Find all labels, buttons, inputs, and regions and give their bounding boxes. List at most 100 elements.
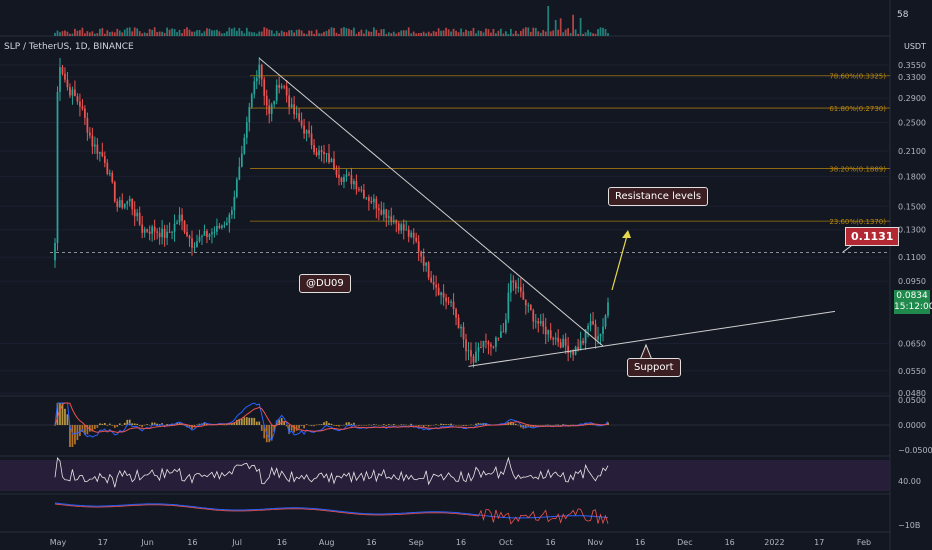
- candle: [505, 319, 507, 332]
- volume-bar: [186, 27, 188, 36]
- volume-bar: [524, 27, 527, 36]
- candle: [475, 351, 477, 363]
- macd-histogram-bar: [524, 425, 527, 429]
- macd-histogram-bar: [111, 425, 114, 426]
- macd-histogram-bar: [76, 425, 79, 441]
- volume-bar: [542, 29, 545, 36]
- macd-axis-tick: 0.0500: [898, 396, 926, 405]
- macd-histogram-bar: [193, 425, 196, 428]
- volume-bar: [91, 31, 94, 36]
- volume-bar: [211, 30, 213, 36]
- candle: [258, 64, 261, 78]
- macd-histogram-bar: [442, 423, 445, 425]
- last-price-value: 0.0834: [896, 291, 928, 301]
- username-callout[interactable]: @DU09: [299, 274, 351, 293]
- macd-histogram-bar: [89, 425, 91, 432]
- macd-histogram-bar: [84, 425, 86, 435]
- candle: [358, 189, 360, 191]
- candle: [567, 345, 570, 354]
- macd-histogram-bar: [69, 425, 71, 447]
- volume-bar: [422, 31, 425, 36]
- macd-histogram-bar: [245, 417, 248, 425]
- volume-bar: [226, 31, 228, 36]
- candle: [417, 241, 420, 252]
- macd-histogram-bar: [136, 423, 139, 425]
- candle: [519, 287, 522, 292]
- candle: [472, 356, 475, 363]
- macd-histogram-bar: [153, 422, 156, 425]
- volume-bar: [98, 28, 101, 36]
- candle: [163, 228, 166, 238]
- rsi-axis-tick: 40.00: [898, 477, 921, 486]
- time-axis-tick: 16: [545, 538, 555, 547]
- volume-bar: [380, 29, 383, 36]
- volume-bar: [462, 32, 465, 36]
- candle: [106, 162, 109, 174]
- candle: [502, 331, 505, 333]
- macd-histogram-bar: [123, 422, 126, 425]
- candle: [226, 223, 228, 226]
- candle: [467, 350, 470, 352]
- macd-histogram-bar: [539, 425, 542, 426]
- candle: [527, 305, 530, 307]
- candle: [432, 281, 435, 285]
- volume-bar: [233, 27, 236, 36]
- volume-bar: [547, 6, 550, 36]
- candle: [557, 337, 560, 343]
- volume-bar: [64, 30, 66, 36]
- volume-bar: [79, 30, 81, 36]
- volume-bar: [437, 28, 440, 36]
- candle: [495, 337, 497, 347]
- time-axis-tick: 17: [98, 538, 108, 547]
- volume-bar: [407, 27, 410, 36]
- volume-bar: [445, 27, 447, 36]
- candle: [360, 189, 363, 191]
- volume-bar: [338, 33, 340, 36]
- macd-histogram-bar: [382, 424, 385, 425]
- macd-histogram-bar: [427, 425, 430, 427]
- macd-histogram-bar: [519, 425, 522, 428]
- candle: [218, 225, 221, 228]
- resistance-callout[interactable]: Resistance levels: [608, 187, 709, 206]
- macd-histogram-bar: [258, 421, 261, 425]
- macd-histogram-bar: [285, 425, 288, 427]
- candle: [407, 229, 410, 237]
- candle: [233, 196, 236, 211]
- candle: [447, 301, 450, 303]
- macd-histogram-bar: [313, 425, 315, 427]
- volume-bar: [363, 33, 365, 36]
- candle: [188, 235, 191, 239]
- candle: [56, 91, 59, 243]
- volume-bar: [265, 28, 268, 36]
- macd-histogram-bar: [101, 423, 104, 425]
- volume-bar: [74, 28, 76, 36]
- volume-bar: [133, 27, 136, 36]
- volume-bar: [395, 33, 398, 36]
- volume-bar: [238, 27, 241, 36]
- candle: [84, 108, 86, 118]
- volume-bar: [293, 32, 296, 36]
- volume-bar: [377, 32, 380, 36]
- volume-bar: [59, 32, 61, 36]
- macd-histogram-bar: [544, 424, 547, 426]
- volume-bar: [250, 32, 253, 36]
- volume-bar: [56, 30, 59, 36]
- macd-histogram-bar: [527, 425, 530, 428]
- macd-histogram-bar: [54, 425, 56, 426]
- volume-bar: [562, 32, 565, 36]
- volume-bar: [425, 33, 428, 36]
- candle: [74, 89, 76, 97]
- candle: [539, 321, 542, 324]
- candle: [203, 231, 206, 236]
- candle: [487, 342, 490, 345]
- macd-histogram-bar: [460, 425, 462, 426]
- volume-bar: [108, 32, 111, 36]
- candle: [562, 338, 565, 348]
- volume-bar: [432, 31, 435, 36]
- support-callout[interactable]: Support: [627, 358, 681, 377]
- candle: [345, 174, 348, 177]
- volume-bar: [54, 32, 56, 36]
- volume-bar: [328, 29, 330, 36]
- candle: [544, 326, 547, 335]
